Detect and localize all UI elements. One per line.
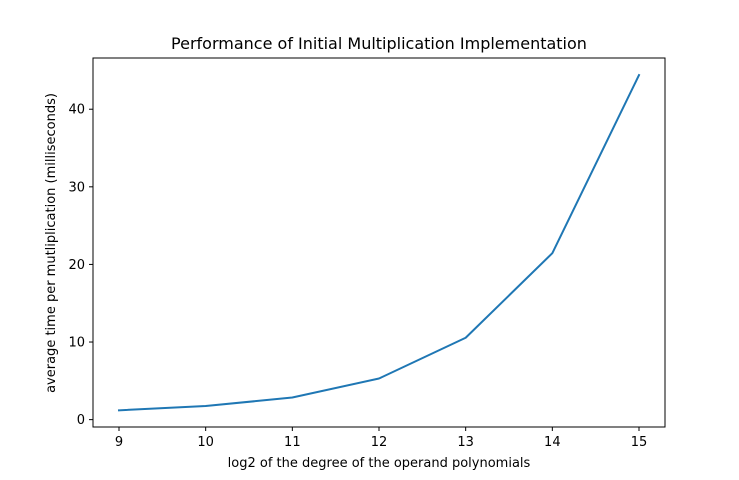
y-tick-label: 20 [68, 258, 85, 273]
x-axis: 9 10 11 12 13 14 15 [115, 427, 647, 450]
x-tick-label: 15 [631, 435, 648, 450]
series-line-0 [117, 73, 641, 412]
x-tick-label: 10 [197, 435, 214, 450]
plot-frame [92, 57, 666, 428]
y-tick-label: 40 [68, 103, 85, 118]
x-tick-label: 9 [115, 435, 123, 450]
y-axis-label: average time per mutliplication (millise… [44, 93, 59, 393]
y-tick-label: 30 [68, 180, 85, 195]
y-tick-label: 10 [68, 336, 85, 351]
x-tick-label: 12 [371, 435, 388, 450]
chart-title: Performance of Initial Multiplication Im… [171, 34, 587, 53]
x-tick-label: 14 [544, 435, 561, 450]
x-axis-label: log2 of the degree of the operand polyno… [228, 456, 531, 471]
x-tick-label: 13 [457, 435, 474, 450]
y-axis: 0 10 20 30 40 [68, 103, 93, 428]
plot-area [92, 57, 666, 428]
y-tick-label: 0 [77, 413, 85, 428]
x-tick-label: 11 [284, 435, 301, 450]
